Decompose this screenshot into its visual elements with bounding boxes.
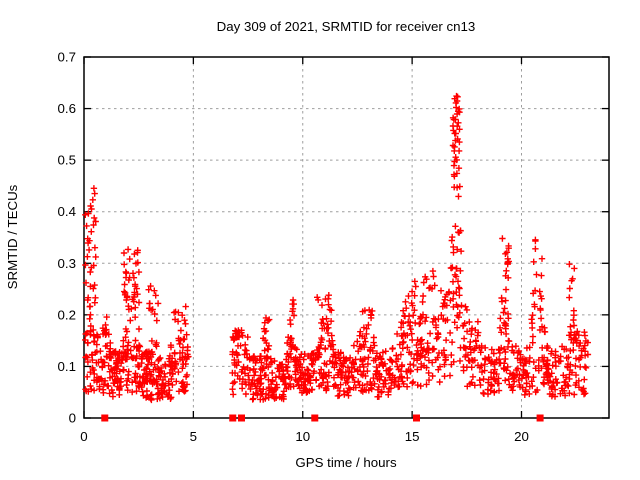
x-axis-label: GPS time / hours bbox=[295, 455, 397, 470]
y-tick-label: 0 bbox=[69, 411, 76, 426]
axis-ticks bbox=[83, 56, 523, 419]
x-tick-label: 5 bbox=[190, 429, 197, 444]
y-axis-label: SRMTID / TECUs bbox=[5, 184, 20, 289]
x-tick-label: 10 bbox=[295, 429, 310, 444]
tick-labels: 0 5 10 15 20 0 0.1 0.2 0.3 0.4 0.5 0.6 0.7 bbox=[58, 50, 609, 444]
plot-border bbox=[83, 56, 610, 419]
y-tick-label: 0.2 bbox=[58, 307, 77, 322]
y-tick-label: 0.6 bbox=[58, 101, 77, 116]
x-tick-label: 20 bbox=[514, 429, 529, 444]
y-tick-label: 0.5 bbox=[58, 153, 77, 168]
x-tick-label: 15 bbox=[405, 429, 420, 444]
x-tick-label: 0 bbox=[80, 429, 87, 444]
y-tick-label: 0.4 bbox=[58, 204, 77, 219]
zero-line-markers bbox=[101, 414, 544, 422]
y-tick-label: 0.7 bbox=[58, 50, 77, 65]
y-tick-label: 0.1 bbox=[58, 359, 77, 374]
y-tick-label: 0.3 bbox=[58, 256, 77, 271]
data-points bbox=[82, 92, 592, 404]
chart-title: Day 309 of 2021, SRMTID for receiver cn1… bbox=[217, 19, 476, 34]
